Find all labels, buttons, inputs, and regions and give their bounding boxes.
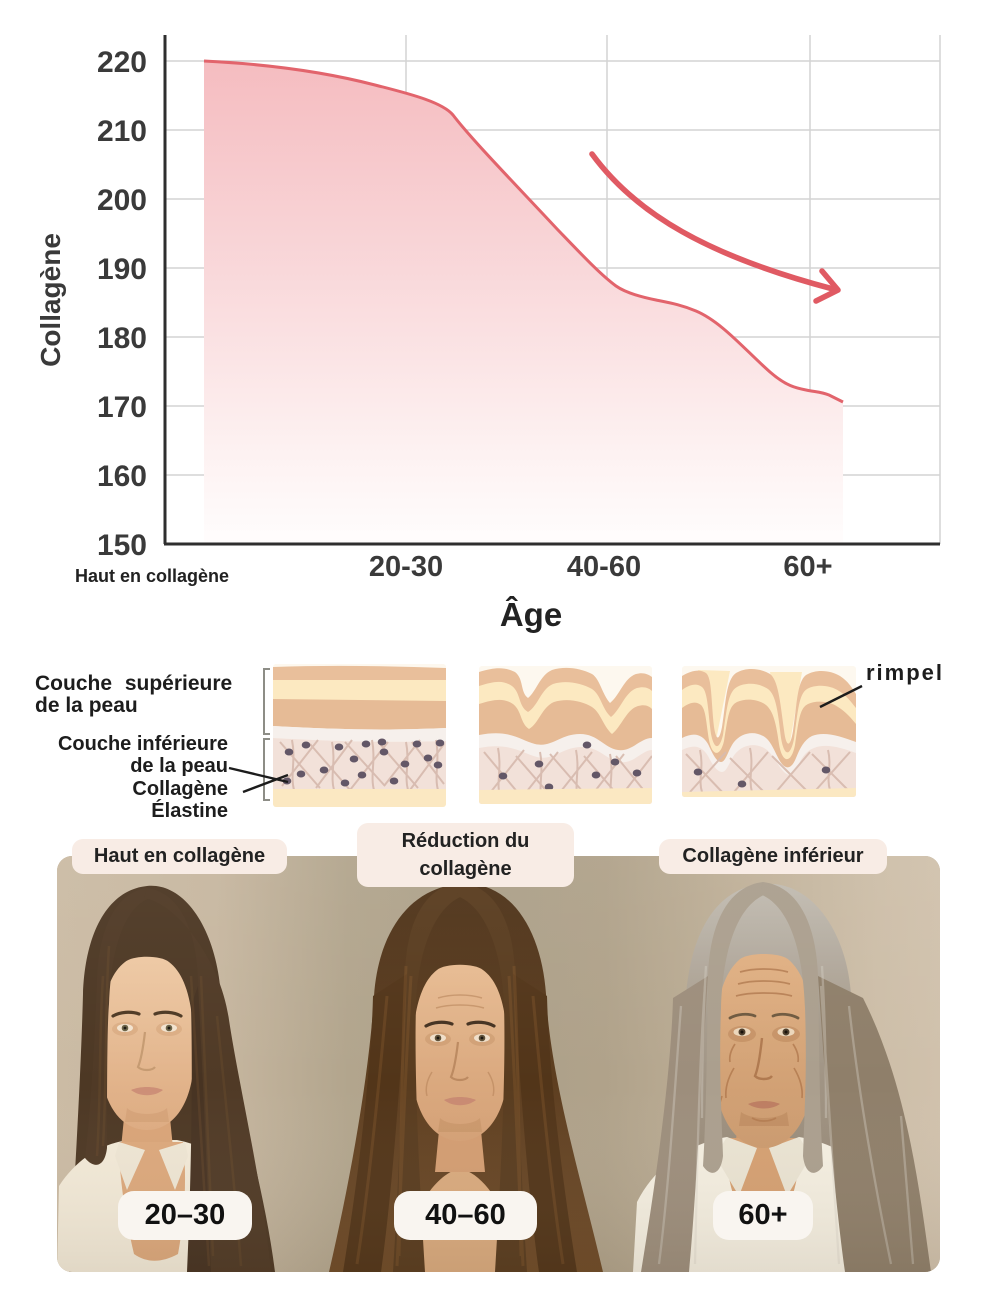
svg-text:170: 170 [97, 391, 147, 424]
svg-text:Âge: Âge [500, 596, 562, 633]
svg-text:40-60: 40-60 [567, 551, 641, 583]
svg-text:20-30: 20-30 [369, 551, 443, 583]
svg-text:220: 220 [97, 46, 147, 79]
svg-text:Collagène: Collagène [35, 233, 66, 367]
svg-text:de la peau: de la peau [35, 694, 138, 717]
svg-text:Couche inférieure: Couche inférieure [58, 733, 228, 755]
svg-text:Couche supérieure: Couche supérieure [35, 672, 232, 695]
svg-text:150: 150 [97, 529, 147, 562]
svg-text:Collagène: Collagène [132, 778, 228, 800]
svg-text:rimpel: rimpel [866, 660, 944, 685]
svg-text:Élastine: Élastine [151, 799, 228, 822]
svg-text:180: 180 [97, 322, 147, 355]
svg-text:de la peau: de la peau [130, 755, 228, 777]
svg-text:Haut en collagène: Haut en collagène [75, 566, 229, 586]
svg-text:60+: 60+ [783, 551, 832, 583]
svg-text:200: 200 [97, 184, 147, 217]
svg-text:210: 210 [97, 115, 147, 148]
svg-text:160: 160 [97, 460, 147, 493]
svg-text:190: 190 [97, 253, 147, 286]
